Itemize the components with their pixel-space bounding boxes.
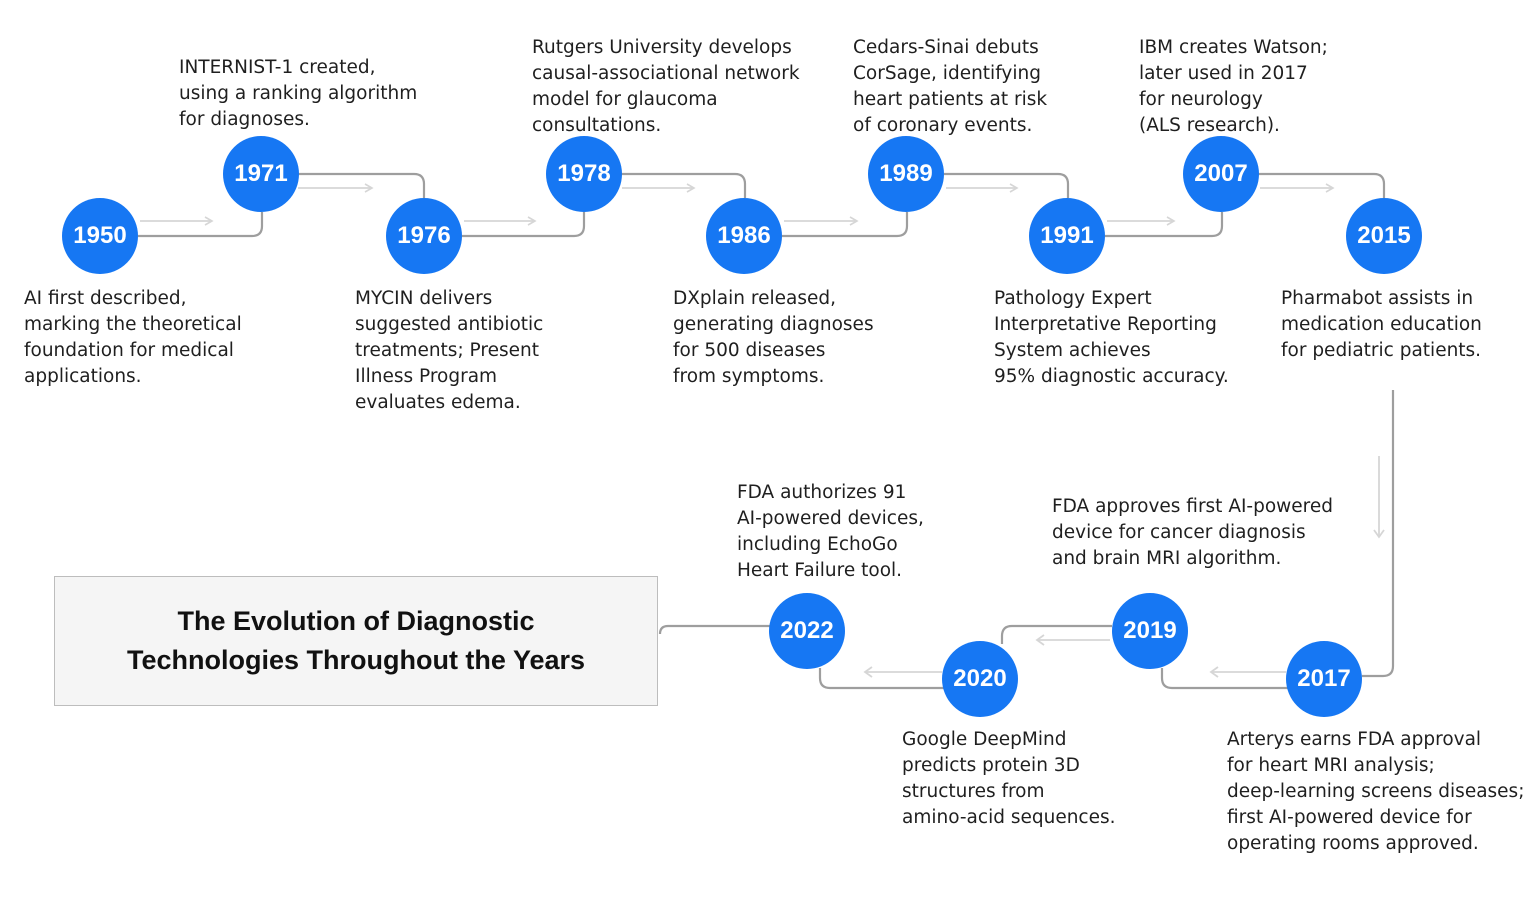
event-desc-1978: Rutgers University develops causal-assoc… <box>532 37 800 136</box>
timeline-title-box: The Evolution of Diagnostic Technologies… <box>54 576 658 706</box>
year-node-1971: 1971 <box>223 136 299 212</box>
year-node-2019: 2019 <box>1112 593 1188 669</box>
year-node-1976: 1976 <box>386 198 462 274</box>
year-node-2007: 2007 <box>1183 136 1259 212</box>
year-node-1986: 1986 <box>706 198 782 274</box>
year-node-1989: 1989 <box>868 136 944 212</box>
year-node-1978: 1978 <box>546 136 622 212</box>
event-desc-1971: INTERNIST-1 created, using a ranking alg… <box>179 57 418 130</box>
event-desc-2019: FDA approves first AI-powered device for… <box>1052 496 1334 569</box>
event-desc-2020: Google DeepMind predicts protein 3D stru… <box>902 729 1116 828</box>
event-desc-1976: MYCIN delivers suggested antibiotic trea… <box>355 288 544 413</box>
event-desc-2015: Pharmabot assists in medication educatio… <box>1281 288 1482 361</box>
event-desc-1986: DXplain released, generating diagnoses f… <box>673 288 874 387</box>
event-desc-1989: Cedars-Sinai debuts CorSage, identifying… <box>853 37 1048 136</box>
year-node-2015: 2015 <box>1346 198 1422 274</box>
year-node-2020: 2020 <box>942 641 1018 717</box>
year-node-1991: 1991 <box>1029 198 1105 274</box>
event-desc-2007: IBM creates Watson; later used in 2017 f… <box>1139 37 1328 136</box>
event-desc-2022: FDA authorizes 91 AI-powered devices, in… <box>737 482 924 581</box>
year-node-1950: 1950 <box>62 198 138 274</box>
timeline-title: The Evolution of Diagnostic Technologies… <box>126 606 586 675</box>
year-node-2017: 2017 <box>1286 641 1362 717</box>
event-desc-1991: Pathology Expert Interpretative Reportin… <box>994 288 1229 387</box>
event-desc-2017: Arterys earns FDA approval for heart MRI… <box>1227 729 1525 854</box>
event-desc-1950: AI first described, marking the theoreti… <box>24 288 242 387</box>
year-node-2022: 2022 <box>769 593 845 669</box>
